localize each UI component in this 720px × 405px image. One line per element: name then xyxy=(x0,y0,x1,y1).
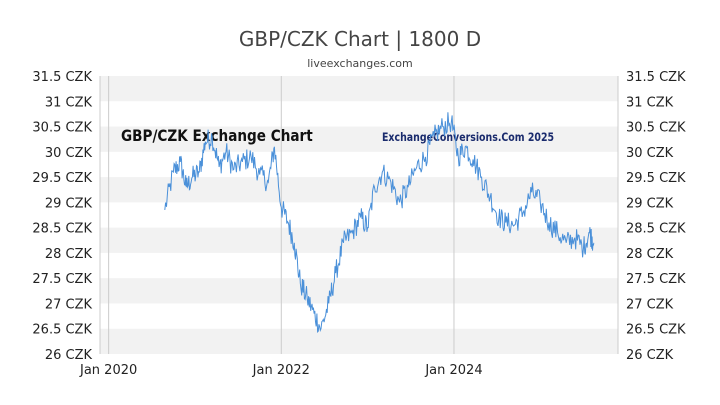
y-tick-label-left: 29.5 CZK xyxy=(32,171,92,186)
chart-title: GBP/CZK Chart | 1800 D xyxy=(239,27,481,51)
y-tick-label-right: 30.5 CZK xyxy=(626,121,686,136)
y-tick-label-right: 29.5 CZK xyxy=(626,171,686,186)
watermark-right: ExchangeConversions.Com 2025 xyxy=(382,131,554,144)
y-tick-label-left: 28.5 CZK xyxy=(32,222,92,237)
y-tick-label-left: 27.5 CZK xyxy=(32,272,92,287)
y-axis-left: 26 CZK 26.5 CZK 27 CZK 27.5 CZK 28 CZK 28.5 C… xyxy=(32,70,92,363)
grid-band xyxy=(100,278,618,304)
y-tick-label-left: 31.5 CZK xyxy=(32,70,92,85)
vertical-gridlines xyxy=(99,76,619,354)
y-tick-label-left: 29 CZK xyxy=(45,196,93,211)
y-tick-label-left: 26.5 CZK xyxy=(32,323,92,338)
grid-bands xyxy=(100,76,618,354)
x-axis: Jan 2020 Jan 2022 Jan 2024 xyxy=(79,363,483,378)
x-tick-label: Jan 2022 xyxy=(252,363,310,378)
y-tick-label-right: 27 CZK xyxy=(626,297,674,312)
y-tick-label-right: 28.5 CZK xyxy=(626,222,686,237)
y-tick-label-right: 31 CZK xyxy=(626,95,674,110)
watermark-left: GBP/CZK Exchange Chart xyxy=(121,127,313,145)
y-tick-label-right: 31.5 CZK xyxy=(626,70,686,85)
y-tick-label-right: 29 CZK xyxy=(626,196,674,211)
grid-band xyxy=(100,328,618,354)
chart-subtitle: liveexchanges.com xyxy=(307,57,412,70)
gbp-czk-series-line xyxy=(164,112,595,333)
grid-band xyxy=(100,76,618,102)
y-tick-label-left: 28 CZK xyxy=(45,247,93,262)
x-tick-label: Jan 2020 xyxy=(79,363,137,378)
y-tick-label-left: 26 CZK xyxy=(45,348,93,363)
y-tick-label-right: 28 CZK xyxy=(626,247,674,262)
y-tick-label-right: 27.5 CZK xyxy=(626,272,686,287)
y-tick-label-right: 26.5 CZK xyxy=(626,323,686,338)
grid-band xyxy=(100,227,618,253)
y-tick-label-left: 27 CZK xyxy=(45,297,93,312)
y-tick-label-left: 30.5 CZK xyxy=(32,121,92,136)
y-tick-label-left: 31 CZK xyxy=(45,95,93,110)
x-tick-label: Jan 2024 xyxy=(424,363,482,378)
y-tick-label-right: 26 CZK xyxy=(626,348,674,363)
grid-band xyxy=(100,126,618,152)
y-tick-label-right: 30 CZK xyxy=(626,146,674,161)
y-tick-label-left: 30 CZK xyxy=(45,146,93,161)
y-axis-right: 26 CZK 26.5 CZK 27 CZK 27.5 CZK 28 CZK 28.5 C… xyxy=(626,70,686,363)
